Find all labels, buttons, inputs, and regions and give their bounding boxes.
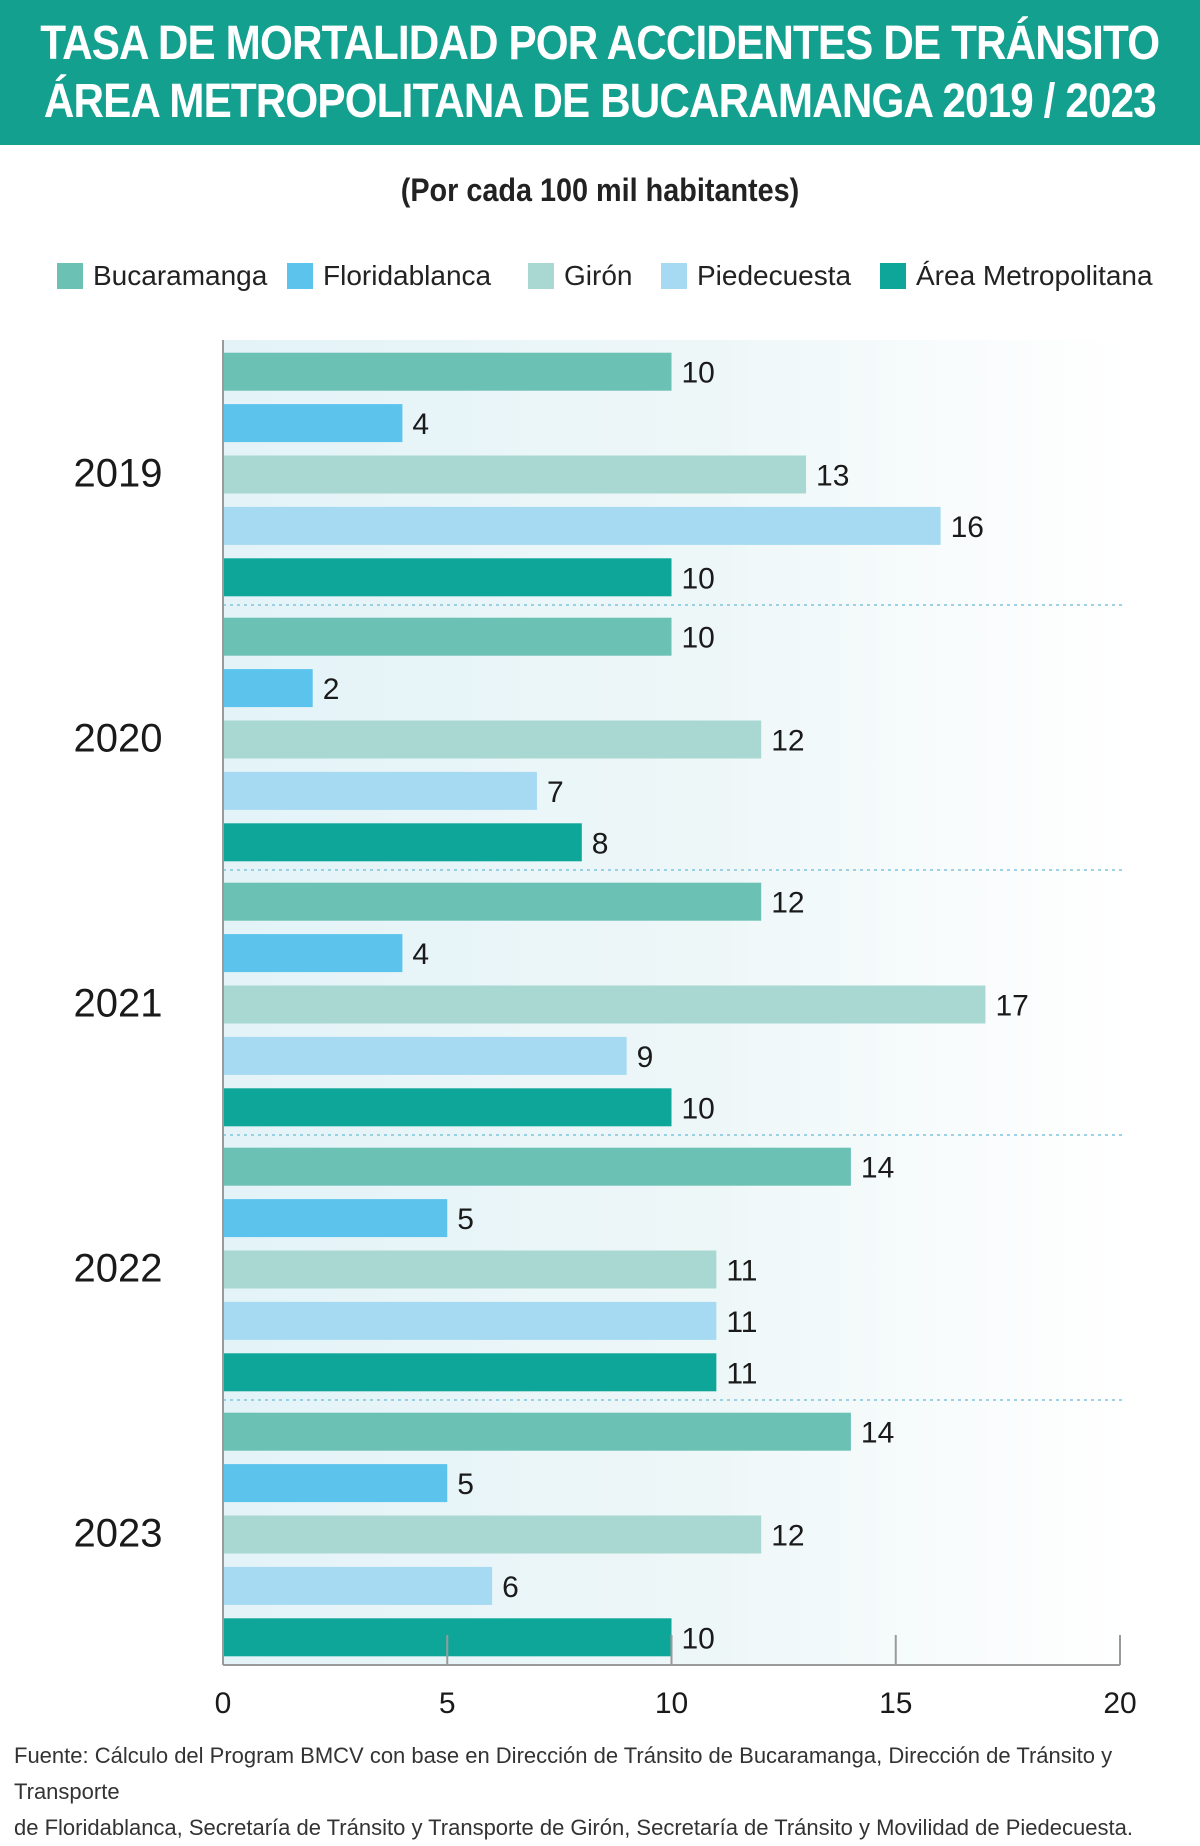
data-label: 17 xyxy=(995,990,1028,1023)
bar xyxy=(223,352,672,391)
bar xyxy=(223,1250,717,1289)
legend-item: Girón xyxy=(528,256,632,296)
legend-swatch xyxy=(661,263,687,289)
category-label: 2019 xyxy=(74,452,163,496)
legend-label: Bucaramanga xyxy=(93,260,268,291)
bar xyxy=(223,1199,448,1238)
bar xyxy=(223,558,672,597)
category-label: 2020 xyxy=(74,717,163,761)
x-tick-label: 5 xyxy=(439,1687,456,1720)
legend-swatch xyxy=(287,263,313,289)
data-label: 10 xyxy=(682,1092,715,1125)
bar xyxy=(223,882,762,921)
data-label: 11 xyxy=(726,1255,757,1288)
data-label: 7 xyxy=(547,776,564,809)
category-label: 2021 xyxy=(74,982,163,1026)
data-label: 12 xyxy=(771,725,804,758)
x-tick-label: 15 xyxy=(879,1687,912,1720)
legend-item: Floridablanca xyxy=(287,256,491,296)
bar xyxy=(223,455,807,494)
bar xyxy=(223,617,672,656)
data-label: 8 xyxy=(592,827,609,860)
x-tick-label: 10 xyxy=(655,1687,688,1720)
data-label: 13 xyxy=(816,460,849,493)
bar xyxy=(223,1353,717,1392)
source-note: Fuente: Cálculo del Program BMCV con bas… xyxy=(14,1738,1194,1846)
bar xyxy=(223,823,582,862)
legend-swatch xyxy=(880,263,906,289)
data-label: 12 xyxy=(771,1520,804,1553)
legend-item: Bucaramanga xyxy=(57,256,267,296)
data-label: 2 xyxy=(323,673,340,706)
data-label: 16 xyxy=(951,511,984,544)
data-label: 11 xyxy=(726,1357,757,1390)
legend: Bucaramanga Floridablanca Girón Piedecuesta… xyxy=(0,256,1200,296)
data-label: 14 xyxy=(861,1152,894,1185)
data-label: 9 xyxy=(637,1041,654,1074)
legend-item: Área Metropolitana xyxy=(880,256,1153,296)
bar xyxy=(223,1464,448,1503)
x-tick-label: 20 xyxy=(1103,1687,1136,1720)
legend-item: Piedecuesta xyxy=(661,256,851,296)
chart-title-line-1: TASA DE MORTALIDAD POR ACCIDENTES DE TRÁ… xyxy=(40,16,1161,70)
data-label: 10 xyxy=(682,562,715,595)
bar xyxy=(223,1301,717,1340)
bar xyxy=(223,1036,627,1075)
data-label: 10 xyxy=(682,622,715,655)
data-label: 10 xyxy=(682,1622,715,1655)
bar-chart: 2019 10 4 13 16 10 2020 10 2 12 78 2021 12 4 17 9 10 2022… xyxy=(74,340,1137,1720)
data-label: 4 xyxy=(412,408,429,441)
data-label: 5 xyxy=(457,1203,474,1236)
data-label: 11 xyxy=(726,1306,757,1339)
data-label: 4 xyxy=(412,938,429,971)
source-line-1: Fuente: Cálculo del Program BMCV con bas… xyxy=(14,1743,1113,1804)
chart-title-line-2: ÁREA METROPOLITANA DE BUCARAMANGA 2019 /… xyxy=(44,74,1157,128)
data-label: 6 xyxy=(502,1571,519,1604)
legend-label: Girón xyxy=(564,260,633,291)
legend-label: Piedecuesta xyxy=(697,260,852,291)
bar xyxy=(223,771,537,810)
bar xyxy=(223,1515,762,1554)
title-banner: TASA DE MORTALIDAD POR ACCIDENTES DE TRÁ… xyxy=(0,0,1200,145)
bar xyxy=(223,1147,851,1186)
data-label: 10 xyxy=(682,357,715,390)
source-line-2: de Floridablanca, Secretaría de Tránsito… xyxy=(14,1815,1133,1840)
chart-subtitle: (Por cada 100 mil habitantes) xyxy=(400,172,800,208)
x-tick-label: 0 xyxy=(215,1687,232,1720)
legend-label: Área Metropolitana xyxy=(916,260,1153,291)
data-label: 14 xyxy=(861,1417,894,1450)
legend-swatch xyxy=(57,263,83,289)
bar xyxy=(223,1088,672,1127)
bar xyxy=(223,669,313,708)
bar xyxy=(223,934,403,973)
legend-swatch xyxy=(528,263,554,289)
bar xyxy=(223,506,941,545)
bar xyxy=(223,720,762,759)
data-label: 12 xyxy=(771,887,804,920)
legend-label: Floridablanca xyxy=(323,260,492,291)
category-label: 2022 xyxy=(74,1247,163,1291)
bar xyxy=(223,1566,493,1605)
bar xyxy=(223,1412,851,1451)
category-label: 2023 xyxy=(74,1512,163,1556)
bar xyxy=(223,985,986,1024)
bar xyxy=(223,404,403,443)
data-label: 5 xyxy=(457,1468,474,1501)
